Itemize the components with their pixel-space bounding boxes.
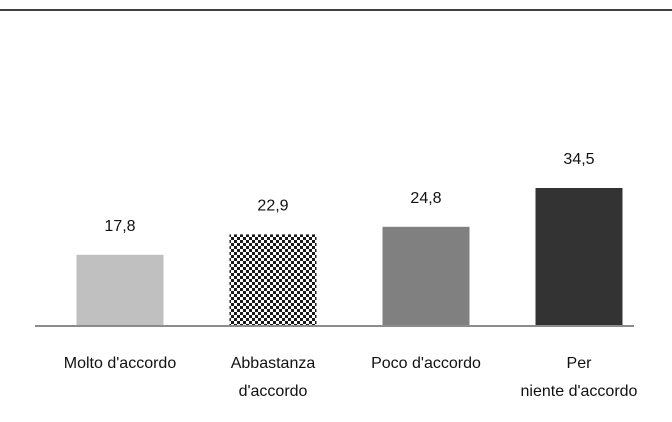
value-label-1: 17,8	[104, 218, 135, 235]
category-label-1: Molto d'accordo	[64, 355, 177, 372]
bars-layer	[76, 188, 623, 326]
value-label-3: 24,8	[410, 190, 441, 207]
category-label-2: Abbastanza d'accordo	[231, 355, 316, 400]
bar-2	[229, 234, 317, 326]
value-label-4: 34,5	[563, 151, 594, 168]
category-label-3: Poco d'accordo	[371, 355, 481, 372]
value-label-2: 22,9	[257, 197, 288, 214]
bar-1	[76, 254, 164, 326]
bar-4	[535, 188, 623, 326]
category-labels-layer: Molto d'accordo Abbastanza d'accordo Poco d…	[64, 355, 638, 400]
value-labels-layer: 17,8 22,9 24,8 34,5	[104, 151, 594, 235]
category-label-4: Per niente d'accordo	[521, 355, 638, 400]
bar-3	[382, 226, 470, 326]
